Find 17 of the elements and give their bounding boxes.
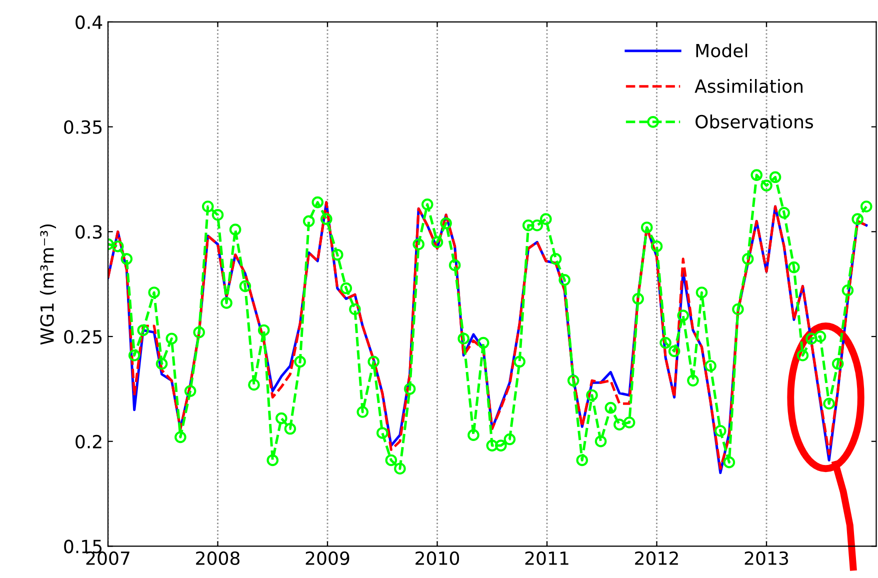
x-tick-label: 2009	[306, 551, 350, 566]
y-tick-label: 0.25	[64, 330, 102, 344]
x-tick-label: 2010	[416, 551, 460, 566]
legend-label: Model	[696, 43, 748, 58]
legend-label: Observations	[696, 114, 814, 128]
y-tick-label: 0.3	[76, 225, 102, 239]
x-tick-label: 2007	[86, 551, 130, 566]
y-tick-label: 0.35	[64, 120, 102, 134]
y-tick-label: 0.2	[76, 434, 102, 448]
x-tick-label: 2008	[196, 551, 240, 566]
x-tick-label: 2013	[744, 551, 788, 566]
y-tick-label: 0.15	[64, 540, 102, 554]
x-tick-label: 2011	[525, 551, 568, 566]
legend-label: Assimilation	[694, 78, 802, 93]
y-axis-title: WG1 (m³m⁻³)	[40, 224, 56, 345]
y-tick-label: 0.4	[76, 15, 102, 30]
x-tick-label: 2012	[635, 551, 678, 566]
